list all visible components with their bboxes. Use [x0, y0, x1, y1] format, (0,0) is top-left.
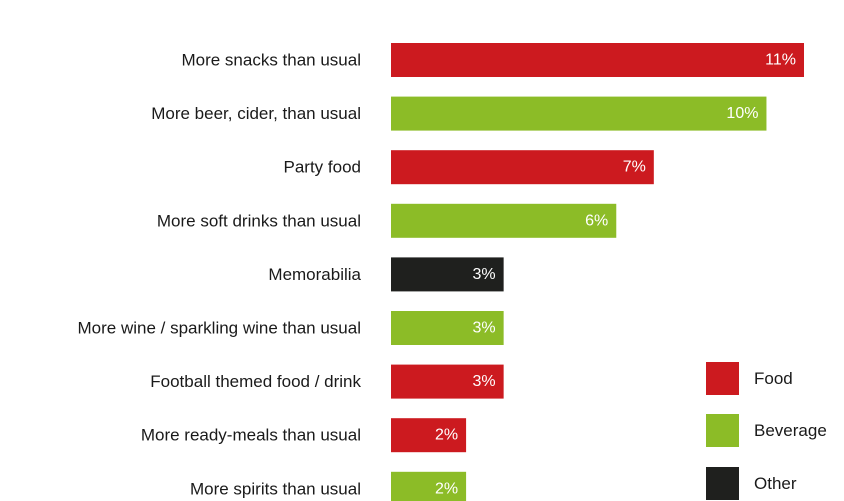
category-label: Memorabilia — [268, 265, 361, 284]
legend-swatch — [706, 414, 739, 447]
value-label: 3% — [473, 320, 496, 337]
bar — [391, 43, 804, 77]
category-label: More snacks than usual — [181, 51, 361, 70]
category-label: More soft drinks than usual — [157, 211, 361, 230]
value-label: 3% — [473, 373, 496, 390]
value-label: 6% — [585, 212, 608, 229]
legend: Food Beverage Other — [706, 362, 827, 500]
category-label: More ready-meals than usual — [141, 426, 361, 445]
category-label: Football themed food / drink — [150, 372, 361, 391]
bar — [391, 311, 504, 345]
value-label: 11% — [765, 52, 796, 69]
value-label: 2% — [435, 480, 458, 497]
value-label: 10% — [726, 105, 758, 122]
legend-label: Beverage — [754, 421, 827, 440]
value-label: 2% — [435, 427, 458, 444]
value-label: 3% — [473, 266, 496, 283]
category-label: More beer, cider, than usual — [151, 104, 361, 123]
category-label: More spirits than usual — [190, 479, 361, 498]
bars-group: More snacks than usual 11% More beer, cide… — [78, 43, 804, 501]
bar — [391, 418, 467, 453]
legend-swatch — [706, 467, 739, 500]
bar — [391, 203, 617, 238]
value-label: 7% — [623, 159, 646, 176]
legend-label: Food — [754, 369, 793, 388]
legend-swatch — [706, 362, 739, 395]
bar — [391, 471, 467, 501]
legend-label: Other — [754, 474, 797, 493]
bar — [391, 150, 654, 185]
bar — [391, 364, 504, 399]
category-label: More wine / sparkling wine than usual — [78, 319, 361, 338]
category-label: Party food — [284, 158, 362, 177]
bar — [391, 96, 767, 131]
bar — [391, 257, 504, 292]
